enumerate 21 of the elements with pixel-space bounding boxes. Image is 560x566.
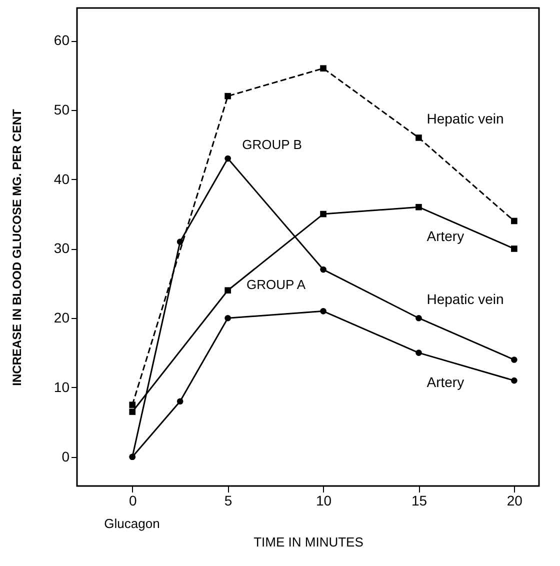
x-axis-title: TIME IN MINUTES — [254, 534, 364, 550]
x-tick-label: 15 — [411, 492, 428, 508]
y-tick-label: 0 — [62, 448, 70, 464]
y-tick-label: 40 — [54, 170, 70, 187]
x-tick-label: 0 — [128, 492, 137, 508]
series-label: Hepatic vein — [426, 291, 504, 308]
x-tick-label: 10 — [316, 492, 332, 508]
text: Glucagon — [104, 516, 160, 531]
y-tick-label: 10 — [54, 378, 70, 395]
y-axis-title: INCREASE IN BLOOD GLUCOSE MG. PER CENT — [10, 108, 24, 386]
x-tick-label: 5 — [224, 492, 232, 508]
y-tick-label: 50 — [54, 101, 70, 118]
series-label: Artery — [426, 228, 464, 244]
x-tick-label: 20 — [506, 492, 523, 508]
y-tick-label: 30 — [54, 240, 70, 256]
series-label: Hepatic vein — [426, 110, 504, 127]
y-tick-label: 60 — [54, 32, 70, 48]
annotation: GROUP B — [242, 137, 302, 152]
series-label: Artery — [426, 374, 464, 390]
y-tick-label: 20 — [54, 310, 70, 326]
annotation: GROUP A — [246, 277, 306, 292]
